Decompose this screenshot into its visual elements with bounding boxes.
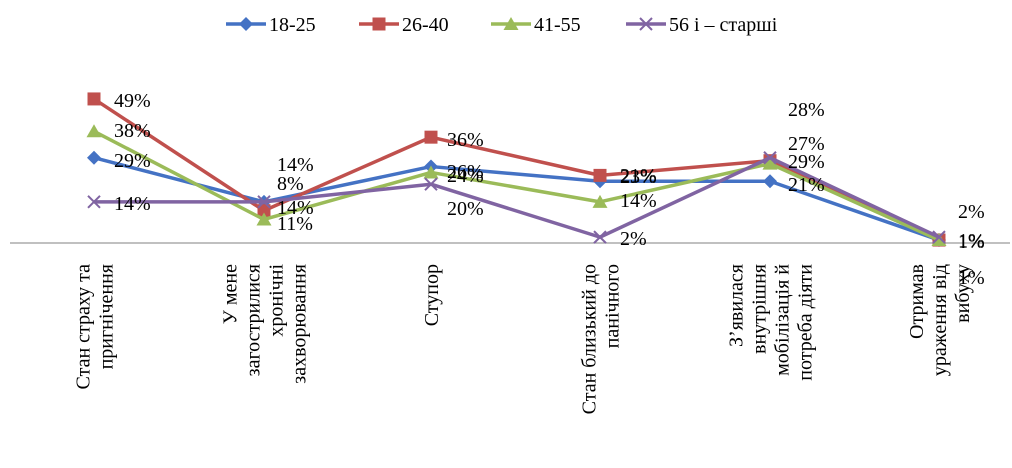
data-point [257,195,271,209]
data-point [423,165,439,179]
legend-label: 41-55 [534,14,581,36]
series-layer [86,92,947,248]
series-group [87,151,946,244]
data-label: 21% [620,165,657,187]
data-point [593,168,607,182]
category-label-line: Стан близький до [579,264,601,414]
category-label-line: внутрішня [749,264,771,354]
legend-swatch-marker [372,17,386,31]
legend-item: 18-25 [226,14,316,36]
data-point [86,124,102,138]
category-label-line: пригнічення [96,264,118,369]
data-label: 1% [958,230,985,252]
series-line [93,97,940,242]
category-label-line: хронічні [266,264,288,337]
data-point [763,151,777,165]
category-label: Отримав ураження від вибуху [906,264,974,376]
data-label: 26% [447,161,484,183]
data-label: 49% [114,90,151,112]
data-point [256,212,272,226]
data-label: 14% [620,190,657,212]
category-label: З’явилася внутрішня мобілізація й потреба д… [726,264,817,381]
series-line [93,129,940,242]
legend-label: 56 і – старші [669,14,778,36]
data-point [257,204,271,218]
category-label: Стан страху та пригнічення [73,264,118,390]
data-point [593,230,607,244]
category-label-line: Отримав [906,264,928,339]
data-label: 14% [277,197,314,219]
category-label-line: потреба діяти [795,264,817,381]
data-label: 21% [788,174,825,196]
legend: 18-25 26-40 41-55 56 і – старші [226,14,778,36]
legend-swatch-marker [639,17,653,31]
data-point [592,194,608,208]
category-label-line: Стан страху та [73,264,95,390]
series-line [94,155,940,239]
category-label-line: У мене [220,264,242,324]
series-group [86,124,947,247]
category-label-line: панічного [602,264,624,348]
data-label: 28% [788,99,825,121]
data-label: 27% [788,133,825,155]
data-label: 14% [114,193,151,215]
legend-swatch-marker [503,17,519,30]
data-label: 1% [958,231,985,253]
data-point [424,177,438,191]
data-labels: 29% 14% 26% 21% 21% 1% 49% 11% 36% 23% 28% 1% 38% 8% 2… [114,90,985,289]
category-labels: Стан страху та пригнічення У мене загострил… [73,264,975,415]
category-label: Стан близький до панічного [579,264,624,414]
data-label: 24% [447,165,484,187]
data-point [87,150,101,165]
category-label: У мене загострилися хронічні захворювання [220,264,311,384]
legend-label: 26-40 [402,14,449,36]
category-label: Ступор [421,264,443,326]
data-point [762,156,778,170]
series-line [93,156,940,242]
data-point [931,233,947,247]
category-label-line: мобілізація й [772,264,794,376]
data-label: 38% [114,120,151,142]
data-label: 20% [447,198,484,220]
data-label: 11% [277,213,313,235]
data-label: 29% [114,150,151,172]
legend-label: 18-25 [269,14,316,36]
legend-item: 56 і – старші [626,14,778,36]
category-label-line: захворювання [289,264,311,384]
legend-item: 26-40 [359,14,449,36]
data-label: 1% [958,267,985,289]
data-label: 23% [620,166,657,188]
legend-swatch-marker [239,17,253,31]
data-point [87,195,101,209]
data-point [932,230,946,244]
data-point [424,130,438,144]
data-label: 2% [958,201,985,223]
data-point [87,92,101,106]
data-point [763,174,777,189]
category-label-line: З’явилася [726,264,748,347]
data-label: 8% [277,173,304,195]
category-label-line: загострилися [243,264,265,376]
data-label: 29% [788,151,825,173]
data-label: 2% [620,228,647,250]
data-label: 36% [447,129,484,151]
category-label-line: ураження від [929,264,951,376]
category-label-line: Ступор [421,264,443,326]
data-label: 14% [277,154,314,176]
legend-item: 41-55 [491,14,581,36]
category-label-line: вибуху [952,264,974,323]
